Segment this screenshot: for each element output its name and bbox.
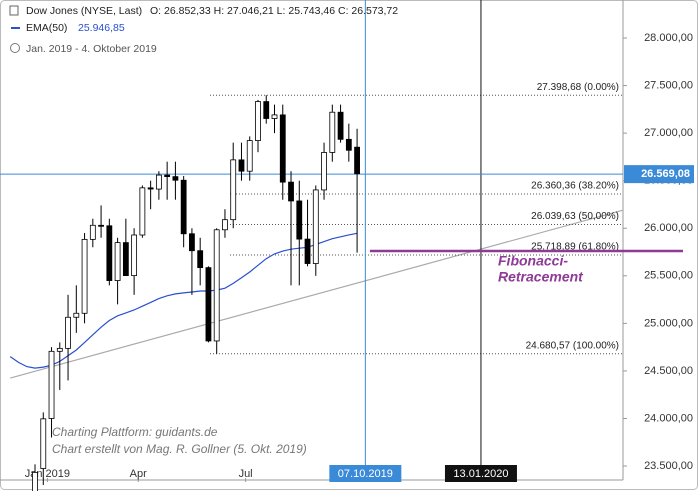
y-tick-label: 25.500,00 (644, 270, 693, 282)
candle-body (246, 140, 253, 172)
y-tick-label: 24.000,00 (644, 412, 693, 424)
candle-body (114, 242, 121, 281)
candle-body (230, 159, 237, 221)
fib-label: 26.360,36 (38.20%) (531, 181, 619, 192)
fib-label: 27.398,68 (0.00%) (537, 82, 619, 93)
candle-body (131, 234, 138, 277)
candle-body (213, 229, 220, 342)
fib-annotation: Retracement (498, 269, 584, 285)
date-label: 13.01.2020 (453, 468, 508, 480)
ema-legend-name: EMA(50) (26, 22, 67, 34)
candle-body (337, 111, 344, 140)
y-tick-label: 28.000,00 (644, 32, 693, 44)
date-label: 07.10.2019 (338, 468, 393, 480)
candle-body (73, 312, 80, 318)
candle-body (255, 101, 261, 141)
candle-body (106, 225, 113, 281)
candle-body (81, 238, 88, 314)
fib-annotation: Fibonacci- (498, 253, 568, 269)
watermark: Chart erstellt von Mag. R. Gollner (5. O… (52, 442, 307, 456)
x-tick-label: Jan 2019 (25, 468, 70, 480)
candle-body (122, 242, 129, 277)
date-box (444, 465, 517, 482)
candle-body (222, 219, 228, 231)
candle-body (40, 418, 47, 469)
fib-label: 25.718,89 (61.80%) (531, 242, 619, 253)
candle-body (155, 174, 162, 190)
candle-body (263, 101, 270, 119)
candle-body (304, 238, 311, 264)
candle-body (48, 350, 55, 419)
candle-body (329, 111, 336, 153)
candle-body (139, 187, 146, 236)
candle-body (180, 179, 187, 235)
ema-legend-value: 25.946,85 (78, 22, 125, 34)
fib-label: 24.680,57 (100.00%) (526, 340, 619, 351)
candle-body (279, 114, 286, 183)
candle-body (65, 316, 71, 349)
candle-body (312, 189, 319, 264)
candle-body (238, 159, 245, 172)
candle-body (56, 347, 63, 352)
current-price-box (624, 165, 694, 184)
candle-body (296, 200, 303, 240)
y-tick-label: 27.000,00 (644, 127, 693, 139)
candle-body (288, 181, 294, 202)
candle-body (98, 224, 104, 227)
candle-body (321, 152, 327, 191)
y-tick-label: 27.500,00 (644, 80, 693, 92)
candle-body (172, 176, 179, 181)
clock-icon (10, 43, 20, 53)
candle-body (354, 146, 360, 175)
trend-line (10, 209, 624, 379)
candle-body (89, 224, 96, 240)
x-tick-label: Jul (239, 468, 253, 480)
current-price-label: 26.569,08 (641, 168, 690, 180)
watermark: Charting Plattform: guidants.de (52, 425, 218, 439)
y-tick-label: 24.500,00 (644, 365, 693, 377)
candle-body (271, 114, 278, 119)
y-tick-label: 25.000,00 (644, 317, 693, 329)
candle-body (197, 250, 204, 269)
y-tick-label: 23.500,00 (644, 460, 693, 472)
candle-body (32, 471, 38, 491)
x-tick-label: Apr (130, 468, 147, 480)
header-range: Jan. 2019 - 4. Oktober 2019 (26, 43, 157, 55)
candle-body (345, 138, 352, 151)
date-box (329, 465, 402, 482)
header-instrument: Dow Jones (NYSE, Last) (26, 5, 142, 17)
fib-label: 26.039,63 (50,00%) (531, 211, 619, 222)
candle-body (189, 233, 195, 252)
candle-body (205, 267, 212, 342)
y-tick-label: 26.000,00 (644, 222, 693, 234)
header-ohlc: O: 26.852,33 H: 27.046,21 L: 25.743,46 C… (150, 5, 398, 17)
candle-body (147, 187, 154, 190)
candle-body (164, 174, 171, 178)
header-icon (9, 5, 19, 16)
